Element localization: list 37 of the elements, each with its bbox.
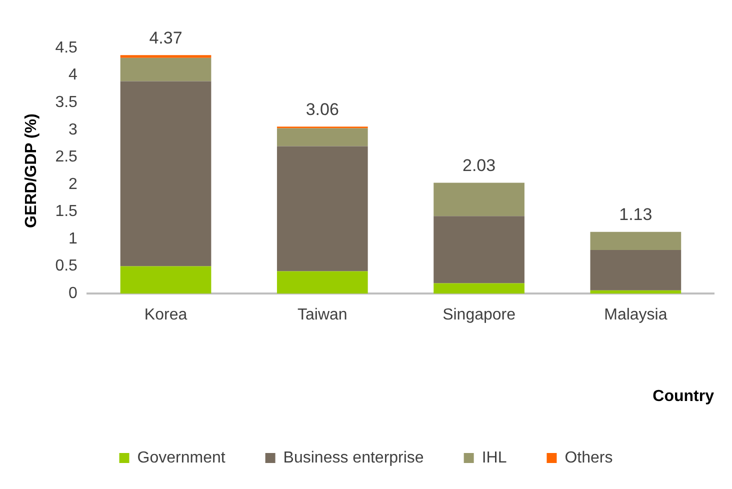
legend-label: Government	[137, 449, 226, 466]
y-tick-label: 4.5	[55, 39, 78, 56]
bar	[120, 55, 212, 58]
y-tick-label: 1	[68, 230, 78, 248]
y-tick-label: 0.5	[55, 258, 78, 275]
x-tick-label: Korea	[144, 306, 188, 324]
y-tick-label: 1.5	[55, 203, 78, 220]
x-tick-label: Malaysia	[604, 306, 668, 324]
total-label: 1.13	[619, 205, 652, 224]
x-tick-label: Singapore	[442, 306, 516, 324]
y-axis-title: GERD/GDP (%)	[23, 114, 40, 228]
bar	[590, 232, 682, 250]
y-tick-label: 3	[68, 121, 78, 138]
bar	[276, 128, 368, 146]
bar	[120, 58, 212, 82]
bar	[590, 290, 682, 294]
x-axis-title: Country	[652, 388, 714, 405]
bar	[590, 250, 682, 290]
legend-label: Others	[564, 449, 613, 466]
bar	[434, 182, 524, 216]
bar	[276, 146, 368, 272]
y-tick-label: 2	[68, 176, 78, 193]
total-label: 4.37	[149, 28, 182, 48]
bar	[120, 81, 212, 266]
y-tick-label: 2.5	[55, 148, 78, 166]
y-tick-label: 3.5	[55, 94, 78, 111]
total-label: 3.06	[306, 100, 339, 119]
y-tick-label: 4	[68, 66, 78, 84]
bar	[434, 216, 524, 284]
legend-label: IHL	[482, 449, 507, 466]
y-tick-label: 0	[68, 285, 78, 302]
total-label: 2.03	[462, 156, 496, 175]
bar	[434, 283, 524, 294]
x-tick-label: Taiwan	[297, 306, 348, 324]
bar	[276, 271, 368, 294]
legend-label: Business enterprise	[283, 449, 424, 466]
bar	[120, 266, 212, 294]
